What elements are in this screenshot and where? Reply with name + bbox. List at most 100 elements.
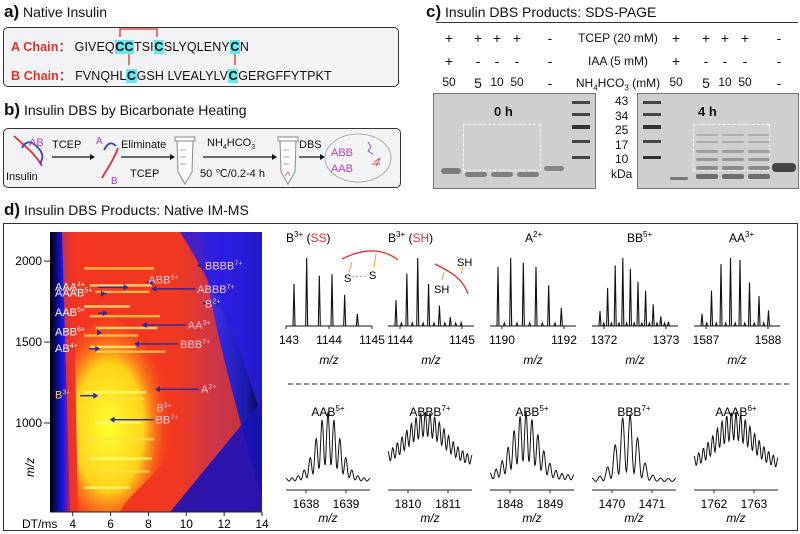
x-tick-label: 8 xyxy=(145,517,152,531)
ion-annotation: ABBB7+ xyxy=(197,284,234,296)
spectrum-a-2plus: A2+ 1190 1192 m/z xyxy=(489,230,577,367)
ladder-kda-labels: 43 34 25 17 10 kDa xyxy=(611,94,632,181)
panel-c-letter: c) xyxy=(426,2,442,21)
condition-cell: - xyxy=(475,53,481,69)
a-chain-seq-4: N xyxy=(239,40,250,54)
x-tick-label: 4 xyxy=(69,517,76,531)
heatmap-blue-upper xyxy=(180,232,262,420)
ion-streak xyxy=(95,470,150,473)
panel-b-title-text: Insulin DBS by Bicarbonate Heating xyxy=(23,102,247,118)
gel-4h-band xyxy=(696,166,718,170)
x-tick-label: 6 xyxy=(107,517,114,531)
x-tick-label: 10 xyxy=(180,517,194,531)
gel-4h-band xyxy=(696,141,718,143)
condition-cell: - xyxy=(547,75,553,91)
ion-streak xyxy=(84,267,155,270)
ladder-band xyxy=(643,156,661,159)
sh-label-2: SH xyxy=(434,284,449,296)
annotation-arrowhead xyxy=(93,392,99,399)
y-tick-label: 1500 xyxy=(15,335,42,349)
y-tick-label: 1000 xyxy=(15,416,42,430)
annotation-arrowhead xyxy=(196,262,202,269)
spectrum-tick-label: 1470 xyxy=(599,497,626,511)
step4-label: DBS xyxy=(299,139,322,151)
gel-0h-roi-box xyxy=(463,124,541,171)
ion-streak xyxy=(84,437,155,441)
ab-label: AB xyxy=(29,137,44,149)
gel-0h-band-lane3 xyxy=(491,172,513,177)
sh-label-1: SH xyxy=(457,257,472,269)
spectrum-xlabel: m/z xyxy=(522,511,541,525)
condition-cell: - xyxy=(776,30,782,46)
annotation-arrowhead xyxy=(141,321,147,328)
step3-arrowhead xyxy=(272,154,277,160)
ladder-band xyxy=(643,101,661,104)
tube-icon-1 xyxy=(174,136,196,185)
condition-cell: + xyxy=(444,30,454,46)
spectrum-tick-label: 1144 xyxy=(387,333,413,347)
spectrum-trace xyxy=(489,410,575,481)
ladder-band xyxy=(572,101,590,104)
spectrum-title: A2+ xyxy=(525,230,542,245)
ss-label-2: S xyxy=(369,270,376,282)
spectrum-tick-label: 1587 xyxy=(693,333,720,347)
gel-4h-roi-box xyxy=(693,124,770,171)
condition-cell: 10 xyxy=(718,75,732,89)
panel-b-title: b) Insulin DBS by Bicarbonate Heating xyxy=(4,100,247,120)
spectrum-tick-label: 1639 xyxy=(333,497,360,511)
spectrum-tick-label: 1810 xyxy=(395,497,422,511)
gel-4h-band xyxy=(722,158,744,161)
a-chain-seq-1: GIVEQ xyxy=(74,40,115,54)
panel-c-title-rule xyxy=(436,22,798,23)
a-chain-seq-3: SLYQLENY xyxy=(163,40,230,54)
spectrum-tick-label: 1762 xyxy=(701,497,728,511)
condition-cell: + xyxy=(671,30,681,46)
spectrum-tick-label: 1588 xyxy=(755,333,782,347)
ion-streak xyxy=(95,290,150,294)
spectrum-trace xyxy=(693,412,779,467)
spectrum-tick-label: 1190 xyxy=(489,333,515,347)
spectrum-tick-label: 1145 xyxy=(359,333,385,347)
condition-cell: - xyxy=(703,53,709,69)
step2-arrowhead xyxy=(170,154,175,160)
insulin-strand-a xyxy=(21,141,44,165)
spectrum-trace xyxy=(388,257,474,327)
ion-streak xyxy=(84,305,131,308)
spectrum-xlabel: m/z xyxy=(318,511,337,525)
x-tick-label: 12 xyxy=(217,517,231,531)
gel-4h-band xyxy=(722,134,744,136)
b-chain-cys-19: C xyxy=(228,69,239,83)
gel-4h-band xyxy=(722,141,744,143)
condition-cell: + xyxy=(492,30,502,46)
condition-cell: - xyxy=(514,53,520,69)
product-abb: ABB xyxy=(331,147,353,159)
ion-streak xyxy=(89,457,152,460)
ss-cartoon: S S xyxy=(341,250,399,285)
gel-4h-band xyxy=(722,150,744,153)
kda-43: 43 xyxy=(614,94,629,108)
condition-cell: + xyxy=(720,30,730,46)
product-glyph-2 xyxy=(372,157,381,167)
panel-d-title-text: Insulin DBS Products: Native IM-MS xyxy=(23,202,249,218)
ladder-band xyxy=(572,113,590,116)
ion-streak xyxy=(84,391,147,394)
annotation-arrowhead xyxy=(100,290,106,297)
spectrum-title: AA3+ xyxy=(729,230,754,245)
sh-cartoon: SH SH xyxy=(434,257,472,296)
condition-cell: + xyxy=(512,30,522,46)
spectrum-xlabel: m/z xyxy=(421,353,440,367)
panel-d-frame xyxy=(3,223,798,531)
ladder-band xyxy=(572,140,590,143)
condition-label: NH4HCO3 (mM) xyxy=(575,76,661,93)
panel-c-title-text: Insulin DBS Products: SDS-PAGE xyxy=(445,4,657,20)
a-chain-strand xyxy=(103,142,117,151)
condition-cell: 50 xyxy=(510,75,524,89)
condition-cell: - xyxy=(547,30,553,46)
spectrum-b-3plus: B3+ (SH) 1144 1145 m/z xyxy=(387,230,475,367)
annotation-arrowhead xyxy=(147,279,153,286)
ion-streak xyxy=(89,314,160,318)
